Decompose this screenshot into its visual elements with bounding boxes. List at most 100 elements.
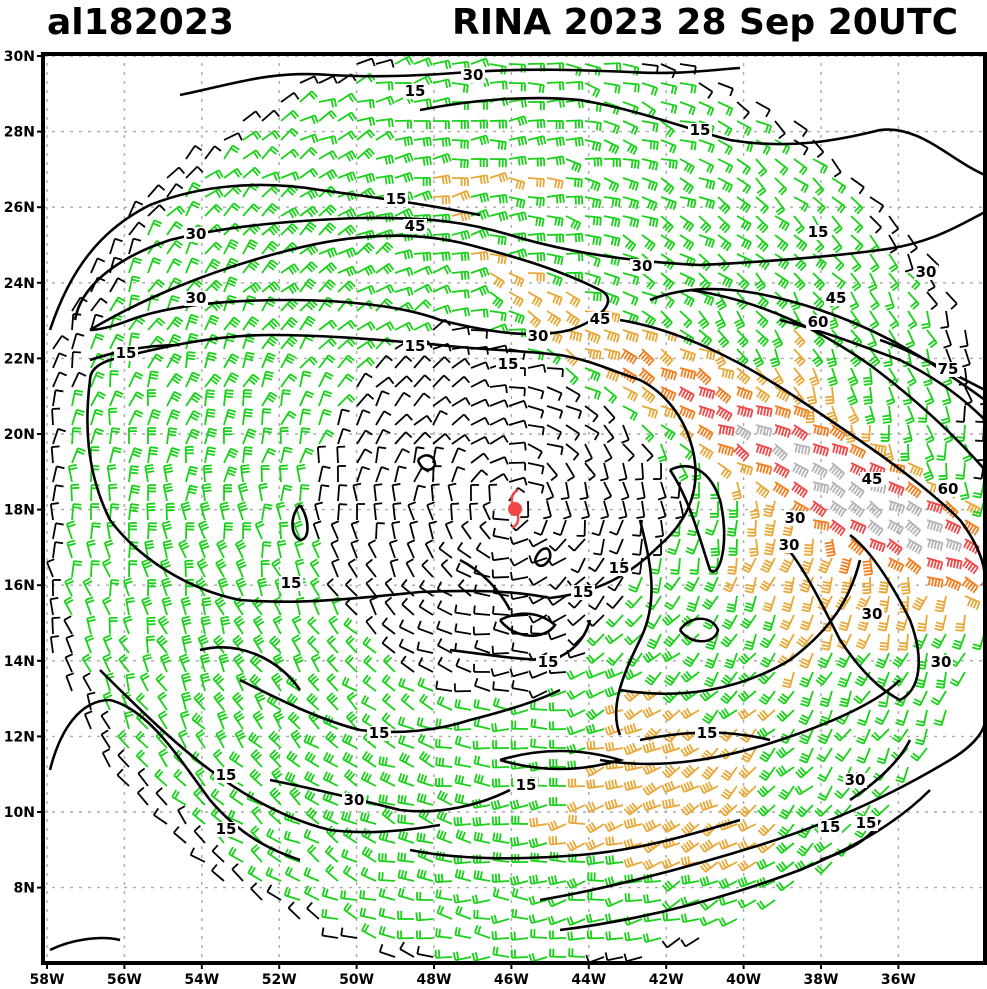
wind-barb xyxy=(875,652,890,669)
wind-barb xyxy=(271,558,282,578)
wind-barb xyxy=(565,252,584,262)
wind-barb xyxy=(834,785,852,800)
wind-barb xyxy=(135,749,149,768)
wind-barb xyxy=(64,653,74,673)
wind-barb xyxy=(584,462,596,482)
wind-barb xyxy=(359,890,377,901)
wind-barb xyxy=(90,391,107,407)
wind-barb xyxy=(321,927,339,939)
wind-barb xyxy=(242,295,257,312)
wind-barb xyxy=(793,196,809,213)
wind-barb xyxy=(759,747,776,763)
wind-barb xyxy=(774,215,790,232)
wind-barb xyxy=(90,333,105,350)
wind-barb xyxy=(703,576,719,593)
wind-barb xyxy=(280,389,291,407)
wind-barb xyxy=(280,335,298,350)
wind-barb xyxy=(511,642,529,654)
wind-barb xyxy=(185,257,200,274)
wind-barb xyxy=(204,373,222,388)
wind-barb xyxy=(166,166,185,179)
wind-barb xyxy=(362,636,377,654)
wind-barb xyxy=(680,937,700,948)
wind-barb xyxy=(309,577,320,597)
wind-barb xyxy=(432,78,452,89)
wind-barb xyxy=(603,443,613,463)
wind-barb xyxy=(755,196,769,214)
wind-barb xyxy=(605,836,624,847)
wind-barb xyxy=(660,424,676,441)
wind-barb xyxy=(147,317,166,331)
wind-barb xyxy=(223,144,240,160)
wind-barb xyxy=(286,750,301,768)
wind-barb xyxy=(147,522,157,540)
wind-barb xyxy=(876,747,890,765)
wind-barb xyxy=(915,671,928,689)
wind-barb xyxy=(757,804,776,817)
storm-arm-south xyxy=(511,508,520,530)
wind-barb xyxy=(378,853,396,863)
wind-barb xyxy=(240,464,250,483)
wind-barb xyxy=(337,92,357,103)
wind-barb xyxy=(698,177,716,190)
wind-barb xyxy=(710,500,719,518)
wind-barb xyxy=(455,658,472,673)
wind-barb xyxy=(216,539,228,559)
wind-barb xyxy=(361,827,377,844)
contour-label-bg xyxy=(403,339,427,354)
wind-barb xyxy=(593,538,605,556)
wind-barb xyxy=(600,500,610,520)
wind-barb xyxy=(185,200,201,217)
wind-barb xyxy=(415,912,434,922)
wind-barb xyxy=(731,481,742,501)
wind-barb xyxy=(90,371,105,388)
wind-barb xyxy=(211,864,225,882)
lat-tick-label: 26N xyxy=(4,200,35,216)
wind-barb xyxy=(584,405,599,423)
wind-barb xyxy=(641,158,659,171)
wind-barb xyxy=(898,633,909,651)
wind-barb xyxy=(413,283,433,294)
contour-label: 30 xyxy=(862,605,883,623)
wind-barb xyxy=(570,557,586,574)
wind-barb xyxy=(489,291,504,309)
wind-barb xyxy=(90,313,104,331)
wind-barb xyxy=(242,239,259,255)
wind-barb xyxy=(397,830,415,844)
wind-barb xyxy=(337,111,357,122)
contour-label: 60 xyxy=(808,313,829,331)
wind-barb xyxy=(659,386,677,402)
wind-barb xyxy=(125,596,135,616)
wind-barb xyxy=(812,291,825,310)
wind-barb xyxy=(774,424,792,438)
wind-barb xyxy=(698,234,715,249)
wind-barb xyxy=(51,407,61,426)
wind-barb xyxy=(603,177,620,193)
wind-barb xyxy=(413,446,425,464)
wind-barb xyxy=(850,253,862,273)
wind-barb xyxy=(489,473,509,483)
wind-barb xyxy=(869,215,882,234)
wind-barb xyxy=(46,558,55,578)
wind-barb xyxy=(454,604,472,616)
wind-barb xyxy=(360,695,377,711)
wind-barb xyxy=(565,136,584,147)
isotach-contour xyxy=(409,818,741,860)
wind-barb xyxy=(885,291,895,311)
wind-barb xyxy=(757,823,776,837)
wind-barb xyxy=(489,417,509,426)
wind-barb xyxy=(492,887,510,901)
wind-barb xyxy=(714,310,727,330)
wind-barb xyxy=(397,887,415,901)
wind-barb xyxy=(381,674,396,692)
wind-barb xyxy=(454,868,472,882)
wind-barb xyxy=(726,595,738,613)
wind-barb xyxy=(604,633,624,645)
wind-barb xyxy=(228,846,244,863)
wind-barb xyxy=(223,238,239,255)
wind-barb xyxy=(299,447,314,464)
wind-barb xyxy=(384,596,396,616)
wind-barb xyxy=(222,427,232,445)
wind-barb xyxy=(793,348,806,367)
